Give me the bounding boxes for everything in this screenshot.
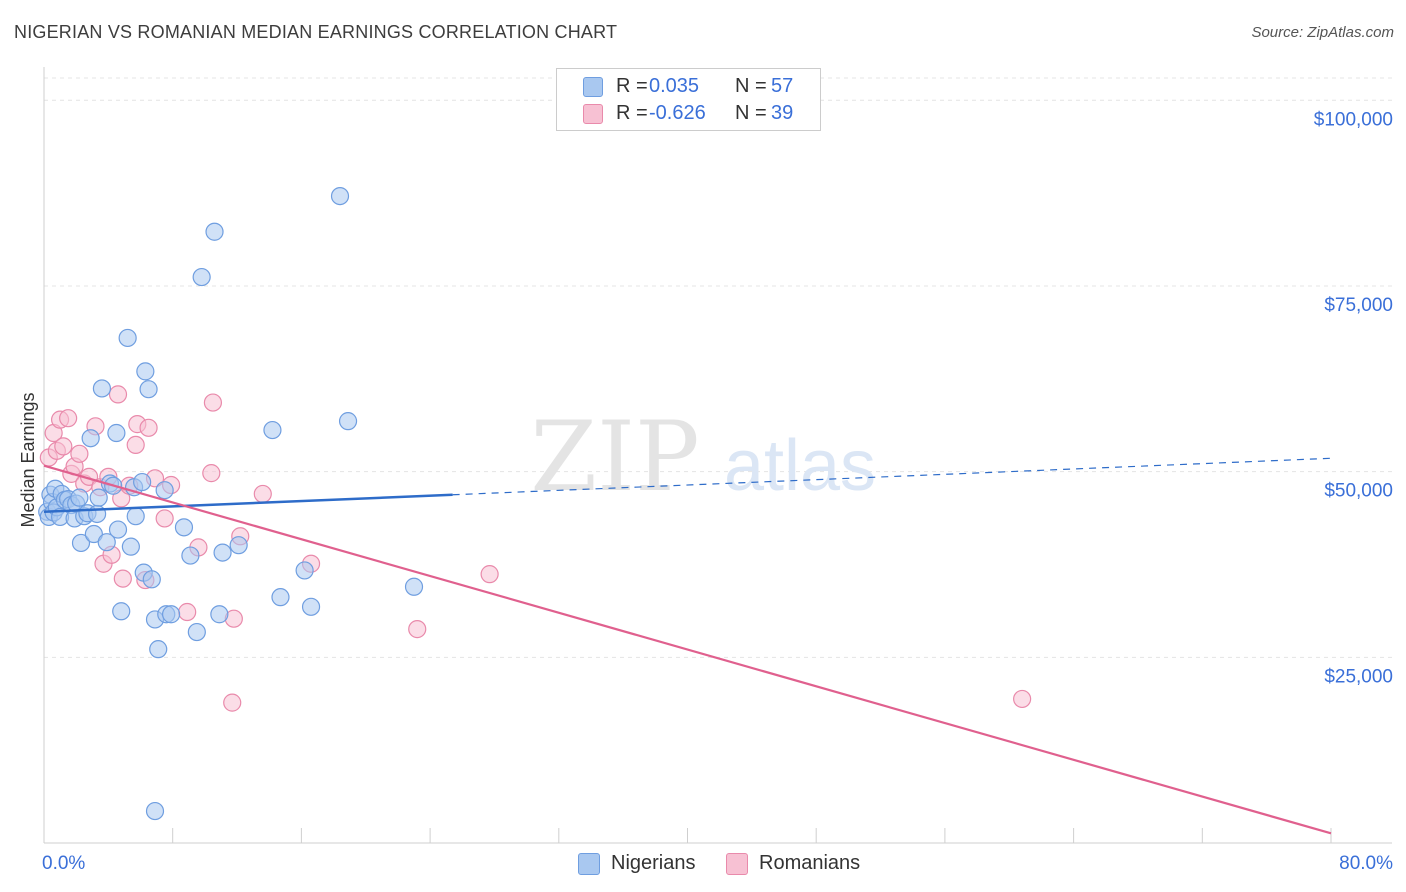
data-point-nigerians <box>181 546 200 565</box>
data-point-nigerians <box>213 543 232 562</box>
grid-lines <box>44 77 1392 658</box>
x-tick-label-max: 80.0% <box>1339 853 1393 874</box>
bottom-legend-label-nigerians: Nigerians <box>611 852 696 874</box>
data-point-nigerians <box>149 640 168 659</box>
chart-title: NIGERIAN VS ROMANIAN MEDIAN EARNINGS COR… <box>14 22 618 42</box>
trend-line-nigerians <box>43 493 453 513</box>
legend-n-label: N = <box>735 102 767 124</box>
data-point-nigerians <box>174 518 194 537</box>
data-point-nigerians <box>136 362 155 381</box>
series-nigerians-points <box>38 186 424 821</box>
data-point-nigerians <box>192 267 211 287</box>
data-point-nigerians <box>210 605 229 624</box>
data-point-nigerians <box>107 423 126 443</box>
data-point-romanians <box>480 565 499 584</box>
watermark-atlas: atlas <box>724 426 876 506</box>
data-point-nigerians <box>229 536 248 555</box>
data-point-nigerians <box>70 488 89 507</box>
legend-r-value: 0.035 <box>649 75 700 97</box>
data-point-romanians <box>178 602 197 622</box>
bottom-legend-label-romanians: Romanians <box>759 852 861 874</box>
trend-line-romanians <box>43 464 1332 835</box>
data-point-nigerians <box>108 520 128 539</box>
data-point-romanians <box>223 693 242 712</box>
bottom-legend-swatch-nigerians <box>578 853 600 875</box>
data-point-nigerians <box>161 605 181 624</box>
data-point-nigerians <box>97 533 116 552</box>
tick-labels: $25,000 $50,000 $75,000 $100,000 0.0% 80.0% <box>42 109 1393 874</box>
y-axis-label: Median Earnings <box>18 392 38 527</box>
data-point-nigerians <box>187 622 206 642</box>
y-tick-label: $25,000 <box>1324 666 1393 687</box>
source-label: Source: ZipAtlas.com <box>1251 24 1394 41</box>
data-point-romanians <box>139 418 158 437</box>
data-point-nigerians <box>263 420 282 440</box>
trend-lines <box>43 457 1332 835</box>
data-point-nigerians <box>112 602 131 621</box>
data-point-nigerians <box>118 328 137 348</box>
data-point-romanians <box>155 509 174 528</box>
data-point-nigerians <box>89 488 108 507</box>
legend-n-value: 57 <box>771 75 794 97</box>
data-point-nigerians <box>301 597 321 616</box>
legend-swatch-romanians <box>583 104 603 124</box>
data-point-romanians <box>126 435 145 455</box>
data-point-nigerians <box>126 507 145 526</box>
watermark: ZIP atlas <box>530 401 876 513</box>
legend-r-label: R = <box>616 102 648 124</box>
data-point-nigerians <box>295 561 314 580</box>
data-point-nigerians <box>81 429 100 448</box>
data-point-romanians <box>59 409 78 428</box>
data-point-nigerians <box>92 379 112 398</box>
y-tick-label: $100,000 <box>1314 109 1393 130</box>
data-point-romanians <box>408 619 427 639</box>
axes <box>43 67 1392 844</box>
data-point-nigerians <box>338 412 358 431</box>
legend-n-label: N = <box>735 75 767 97</box>
legend-n-value: 39 <box>771 102 794 124</box>
y-tick-label: $75,000 <box>1324 295 1393 316</box>
data-point-nigerians <box>121 537 140 556</box>
data-point-romanians <box>108 385 128 404</box>
data-point-nigerians <box>145 801 165 821</box>
bottom-legend-swatch-romanians <box>726 853 748 875</box>
trend-line-extension-nigerians <box>452 457 1332 496</box>
y-tick-label: $50,000 <box>1324 481 1393 502</box>
data-point-nigerians <box>71 533 91 553</box>
data-point-nigerians <box>155 481 174 500</box>
data-point-romanians <box>253 484 272 504</box>
data-point-romanians <box>113 569 132 588</box>
data-point-nigerians <box>84 524 103 544</box>
data-point-nigerians <box>205 222 224 241</box>
data-point-romanians <box>1013 689 1032 709</box>
data-point-nigerians <box>330 186 350 206</box>
x-tick-label-min: 0.0% <box>42 853 85 874</box>
data-point-romanians <box>202 464 221 483</box>
data-point-nigerians <box>139 380 158 399</box>
data-point-romanians <box>54 437 73 456</box>
watermark-zip: ZIP <box>530 401 699 513</box>
data-point-nigerians <box>142 570 161 589</box>
legend-r-label: R = <box>616 75 648 97</box>
data-point-nigerians <box>271 588 290 607</box>
data-point-romanians <box>70 444 89 463</box>
correlation-legend: R = 0.035 N = 57 R = -0.626 N = 39 <box>556 68 821 131</box>
data-point-nigerians <box>87 504 107 524</box>
legend-swatch-nigerians <box>583 77 603 97</box>
data-point-nigerians <box>133 472 152 492</box>
data-point-romanians <box>203 393 223 412</box>
legend-r-value: -0.626 <box>649 102 706 124</box>
data-point-nigerians <box>404 577 424 596</box>
